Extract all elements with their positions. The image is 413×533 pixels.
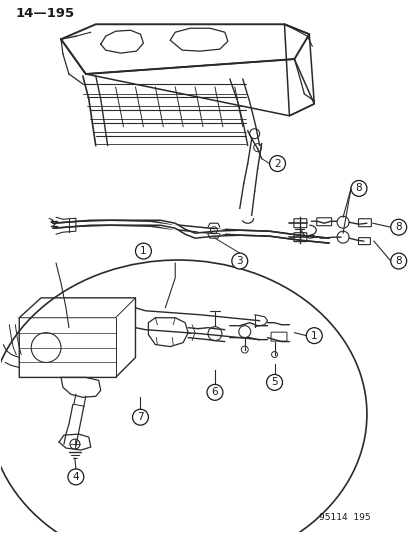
Circle shape <box>269 156 285 172</box>
Circle shape <box>390 253 406 269</box>
Circle shape <box>266 375 282 390</box>
Circle shape <box>135 243 151 259</box>
Text: 5: 5 <box>271 377 277 387</box>
Text: 8: 8 <box>355 183 361 193</box>
Text: 8: 8 <box>394 222 401 232</box>
Text: 7: 7 <box>137 412 143 422</box>
Text: 6: 6 <box>211 387 218 397</box>
Circle shape <box>68 469 83 485</box>
Text: 8: 8 <box>394 256 401 266</box>
Circle shape <box>206 384 222 400</box>
Circle shape <box>306 328 321 344</box>
Text: 3: 3 <box>236 256 242 266</box>
Text: 1: 1 <box>310 330 317 341</box>
Circle shape <box>350 181 366 196</box>
Text: 4: 4 <box>72 472 79 482</box>
Circle shape <box>231 253 247 269</box>
Text: 95114  195: 95114 195 <box>318 513 370 522</box>
Circle shape <box>132 409 148 425</box>
Text: 14—195: 14—195 <box>15 7 74 20</box>
Text: 1: 1 <box>140 246 146 256</box>
Circle shape <box>390 219 406 235</box>
Text: 2: 2 <box>273 158 280 168</box>
